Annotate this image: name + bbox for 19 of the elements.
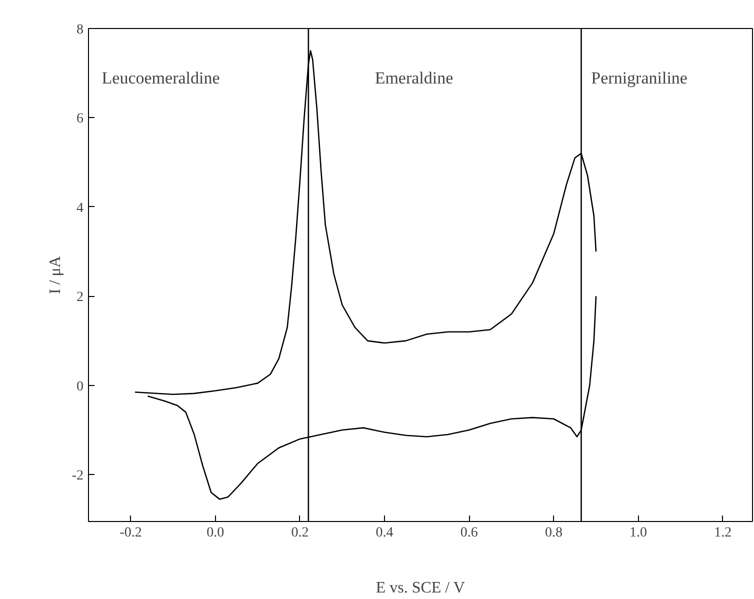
y-tick-label: 6 xyxy=(76,112,84,127)
y-tick-label: 8 xyxy=(76,22,84,38)
y-tick-label: 4 xyxy=(76,200,84,216)
x-tick-label: 0.0 xyxy=(206,526,224,540)
x-tick-label: 1.2 xyxy=(714,526,732,540)
annotation: Leucoemeraldine xyxy=(102,68,220,88)
x-tick-label: 0.8 xyxy=(544,526,562,540)
x-tick-label: 0.2 xyxy=(291,526,309,540)
annotation: Emeraldine xyxy=(374,68,454,88)
x-tick-label: -0.2 xyxy=(120,526,142,540)
x-axis-title: E vs. SCE / V xyxy=(376,580,466,596)
y-tick-label: 2 xyxy=(76,290,84,306)
x-tick-label: 0.4 xyxy=(376,526,394,540)
annotation: Pernigraniline xyxy=(591,68,688,88)
y-tick-label: -2 xyxy=(72,468,84,484)
y-axis-title: I / μA xyxy=(46,256,64,294)
y-tick-label: 0 xyxy=(76,379,84,394)
x-tick-label: 0.6 xyxy=(460,526,478,540)
x-tick-label: 1.0 xyxy=(630,526,648,540)
